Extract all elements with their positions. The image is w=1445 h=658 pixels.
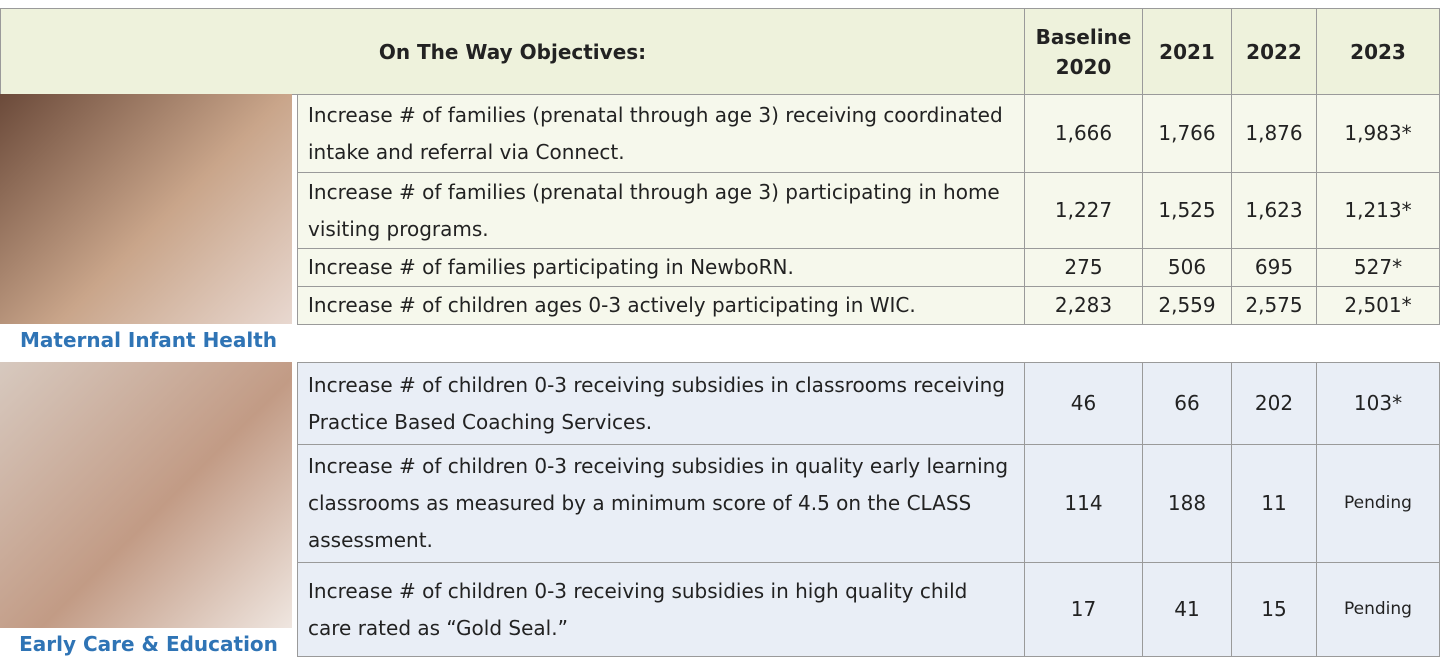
header-column: Baseline 2020 [1024, 8, 1143, 95]
value: 114 [1024, 444, 1143, 563]
value: 188 [1142, 444, 1232, 563]
value: 202 [1231, 362, 1317, 445]
value: Pending [1316, 444, 1440, 563]
section-caption: Maternal Infant Health [0, 328, 297, 354]
objective: Increase # of children 0-3 receiving sub… [297, 444, 1025, 563]
value: 41 [1142, 562, 1232, 657]
section-caption: Early Care & Education [0, 632, 297, 658]
value: 527* [1316, 248, 1440, 287]
value: 2,575 [1231, 286, 1317, 325]
objective: Increase # of children 0-3 receiving sub… [297, 362, 1025, 445]
value: 1,525 [1142, 172, 1232, 249]
value: 506 [1142, 248, 1232, 287]
objective: Increase # of children 0-3 receiving sub… [297, 562, 1025, 657]
page: On The Way Objectives:Baseline 202020212… [0, 0, 1445, 656]
value: 1,666 [1024, 94, 1143, 173]
header-column: 2023 [1316, 8, 1440, 95]
value: 46 [1024, 362, 1143, 445]
header-column: 2021 [1142, 8, 1232, 95]
value: 1,213* [1316, 172, 1440, 249]
header-objectives: On The Way Objectives: [0, 8, 1025, 95]
objective: Increase # of families (prenatal through… [297, 172, 1025, 249]
value: 1,766 [1142, 94, 1232, 173]
objective: Increase # of families participating in … [297, 248, 1025, 287]
value: 1,227 [1024, 172, 1143, 249]
value: 15 [1231, 562, 1317, 657]
value: 17 [1024, 562, 1143, 657]
objective: Increase # of children ages 0-3 actively… [297, 286, 1025, 325]
header-column: 2022 [1231, 8, 1317, 95]
photo [0, 362, 292, 628]
value: 2,501* [1316, 286, 1440, 325]
objective: Increase # of families (prenatal through… [297, 94, 1025, 173]
value: 1,983* [1316, 94, 1440, 173]
value: 66 [1142, 362, 1232, 445]
value: 1,623 [1231, 172, 1317, 249]
value: 11 [1231, 444, 1317, 563]
value: 2,283 [1024, 286, 1143, 325]
value: 695 [1231, 248, 1317, 287]
value: 1,876 [1231, 94, 1317, 173]
photo [0, 94, 292, 324]
value: 275 [1024, 248, 1143, 287]
value: 103* [1316, 362, 1440, 445]
value: 2,559 [1142, 286, 1232, 325]
value: Pending [1316, 562, 1440, 657]
